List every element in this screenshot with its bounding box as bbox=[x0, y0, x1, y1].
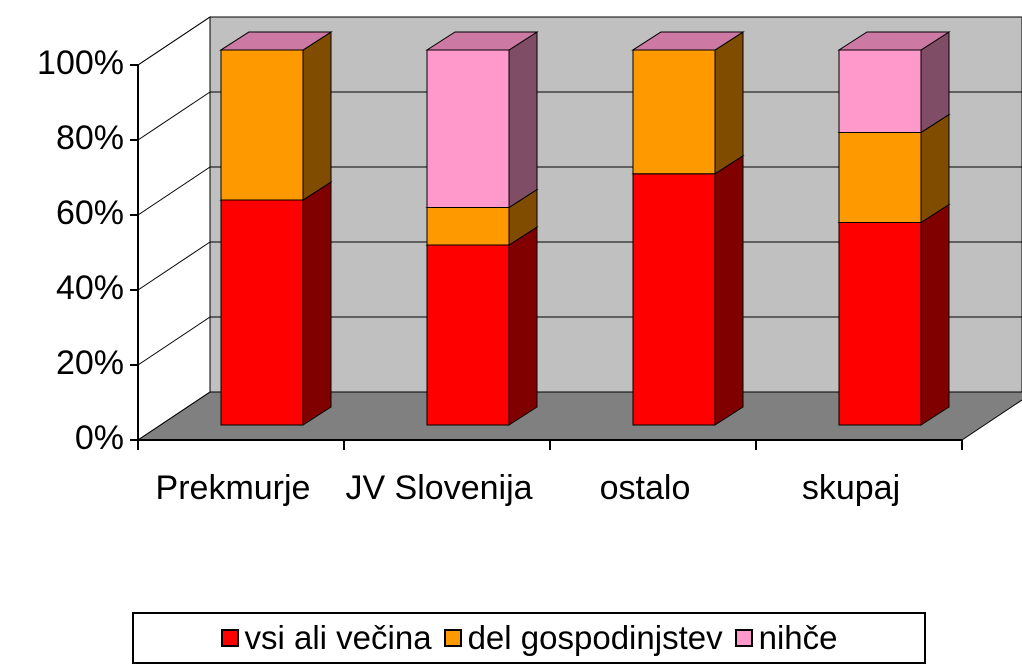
bar bbox=[838, 49, 922, 133]
y-tick-label: 0% bbox=[75, 419, 124, 457]
x-tick-label: skupaj bbox=[801, 469, 901, 507]
bar bbox=[426, 207, 510, 246]
bar-top bbox=[837, 31, 951, 51]
y-tick-label: 40% bbox=[56, 269, 124, 307]
legend-label: nihče bbox=[758, 619, 838, 656]
x-tick-label: ostalo bbox=[599, 469, 691, 507]
bar bbox=[632, 173, 716, 426]
legend: vsi ali večina del gospodinjstev nihče bbox=[132, 612, 926, 664]
bar-side bbox=[714, 31, 744, 175]
grid-line bbox=[137, 391, 211, 441]
x-tick-label: Prekmurje bbox=[155, 469, 311, 507]
bar-side bbox=[302, 31, 332, 201]
bar bbox=[632, 49, 716, 175]
grid-line bbox=[137, 91, 211, 141]
bar-side bbox=[920, 203, 950, 426]
bar-top bbox=[631, 31, 745, 51]
bar bbox=[838, 132, 922, 223]
bar-side bbox=[920, 113, 950, 224]
bar bbox=[426, 49, 510, 208]
bar-side bbox=[508, 226, 538, 426]
y-tick-label: 60% bbox=[56, 194, 124, 232]
y-tick-label: 80% bbox=[56, 119, 124, 157]
legend-label: del gospodinjstev bbox=[467, 619, 723, 656]
bar-side bbox=[714, 154, 744, 426]
floor bbox=[138, 392, 1022, 440]
y-tick-label: 100% bbox=[37, 44, 124, 82]
y-tick-label: 20% bbox=[56, 344, 124, 382]
bar bbox=[838, 222, 922, 426]
legend-item: vsi ali večina bbox=[220, 619, 432, 657]
legend-item: del gospodinjstev bbox=[443, 619, 723, 657]
bar bbox=[220, 49, 304, 201]
bar-side bbox=[302, 181, 332, 426]
legend-swatch bbox=[220, 629, 239, 647]
bar-top bbox=[219, 31, 333, 51]
legend-swatch bbox=[443, 629, 462, 647]
side-wall bbox=[137, 16, 211, 441]
bar-top bbox=[425, 31, 539, 51]
bar bbox=[220, 199, 304, 426]
grid-line bbox=[137, 316, 211, 366]
x-tick-label: JV Slovenija bbox=[345, 469, 533, 507]
floor-edge bbox=[961, 399, 1022, 441]
legend-label: vsi ali večina bbox=[244, 619, 432, 656]
legend-item: nihče bbox=[734, 619, 838, 657]
bar-side bbox=[508, 31, 538, 209]
grid-line bbox=[137, 241, 211, 291]
grid-line bbox=[137, 166, 211, 216]
grid-line bbox=[137, 16, 211, 66]
legend-swatch bbox=[734, 629, 753, 647]
bar bbox=[426, 244, 510, 426]
